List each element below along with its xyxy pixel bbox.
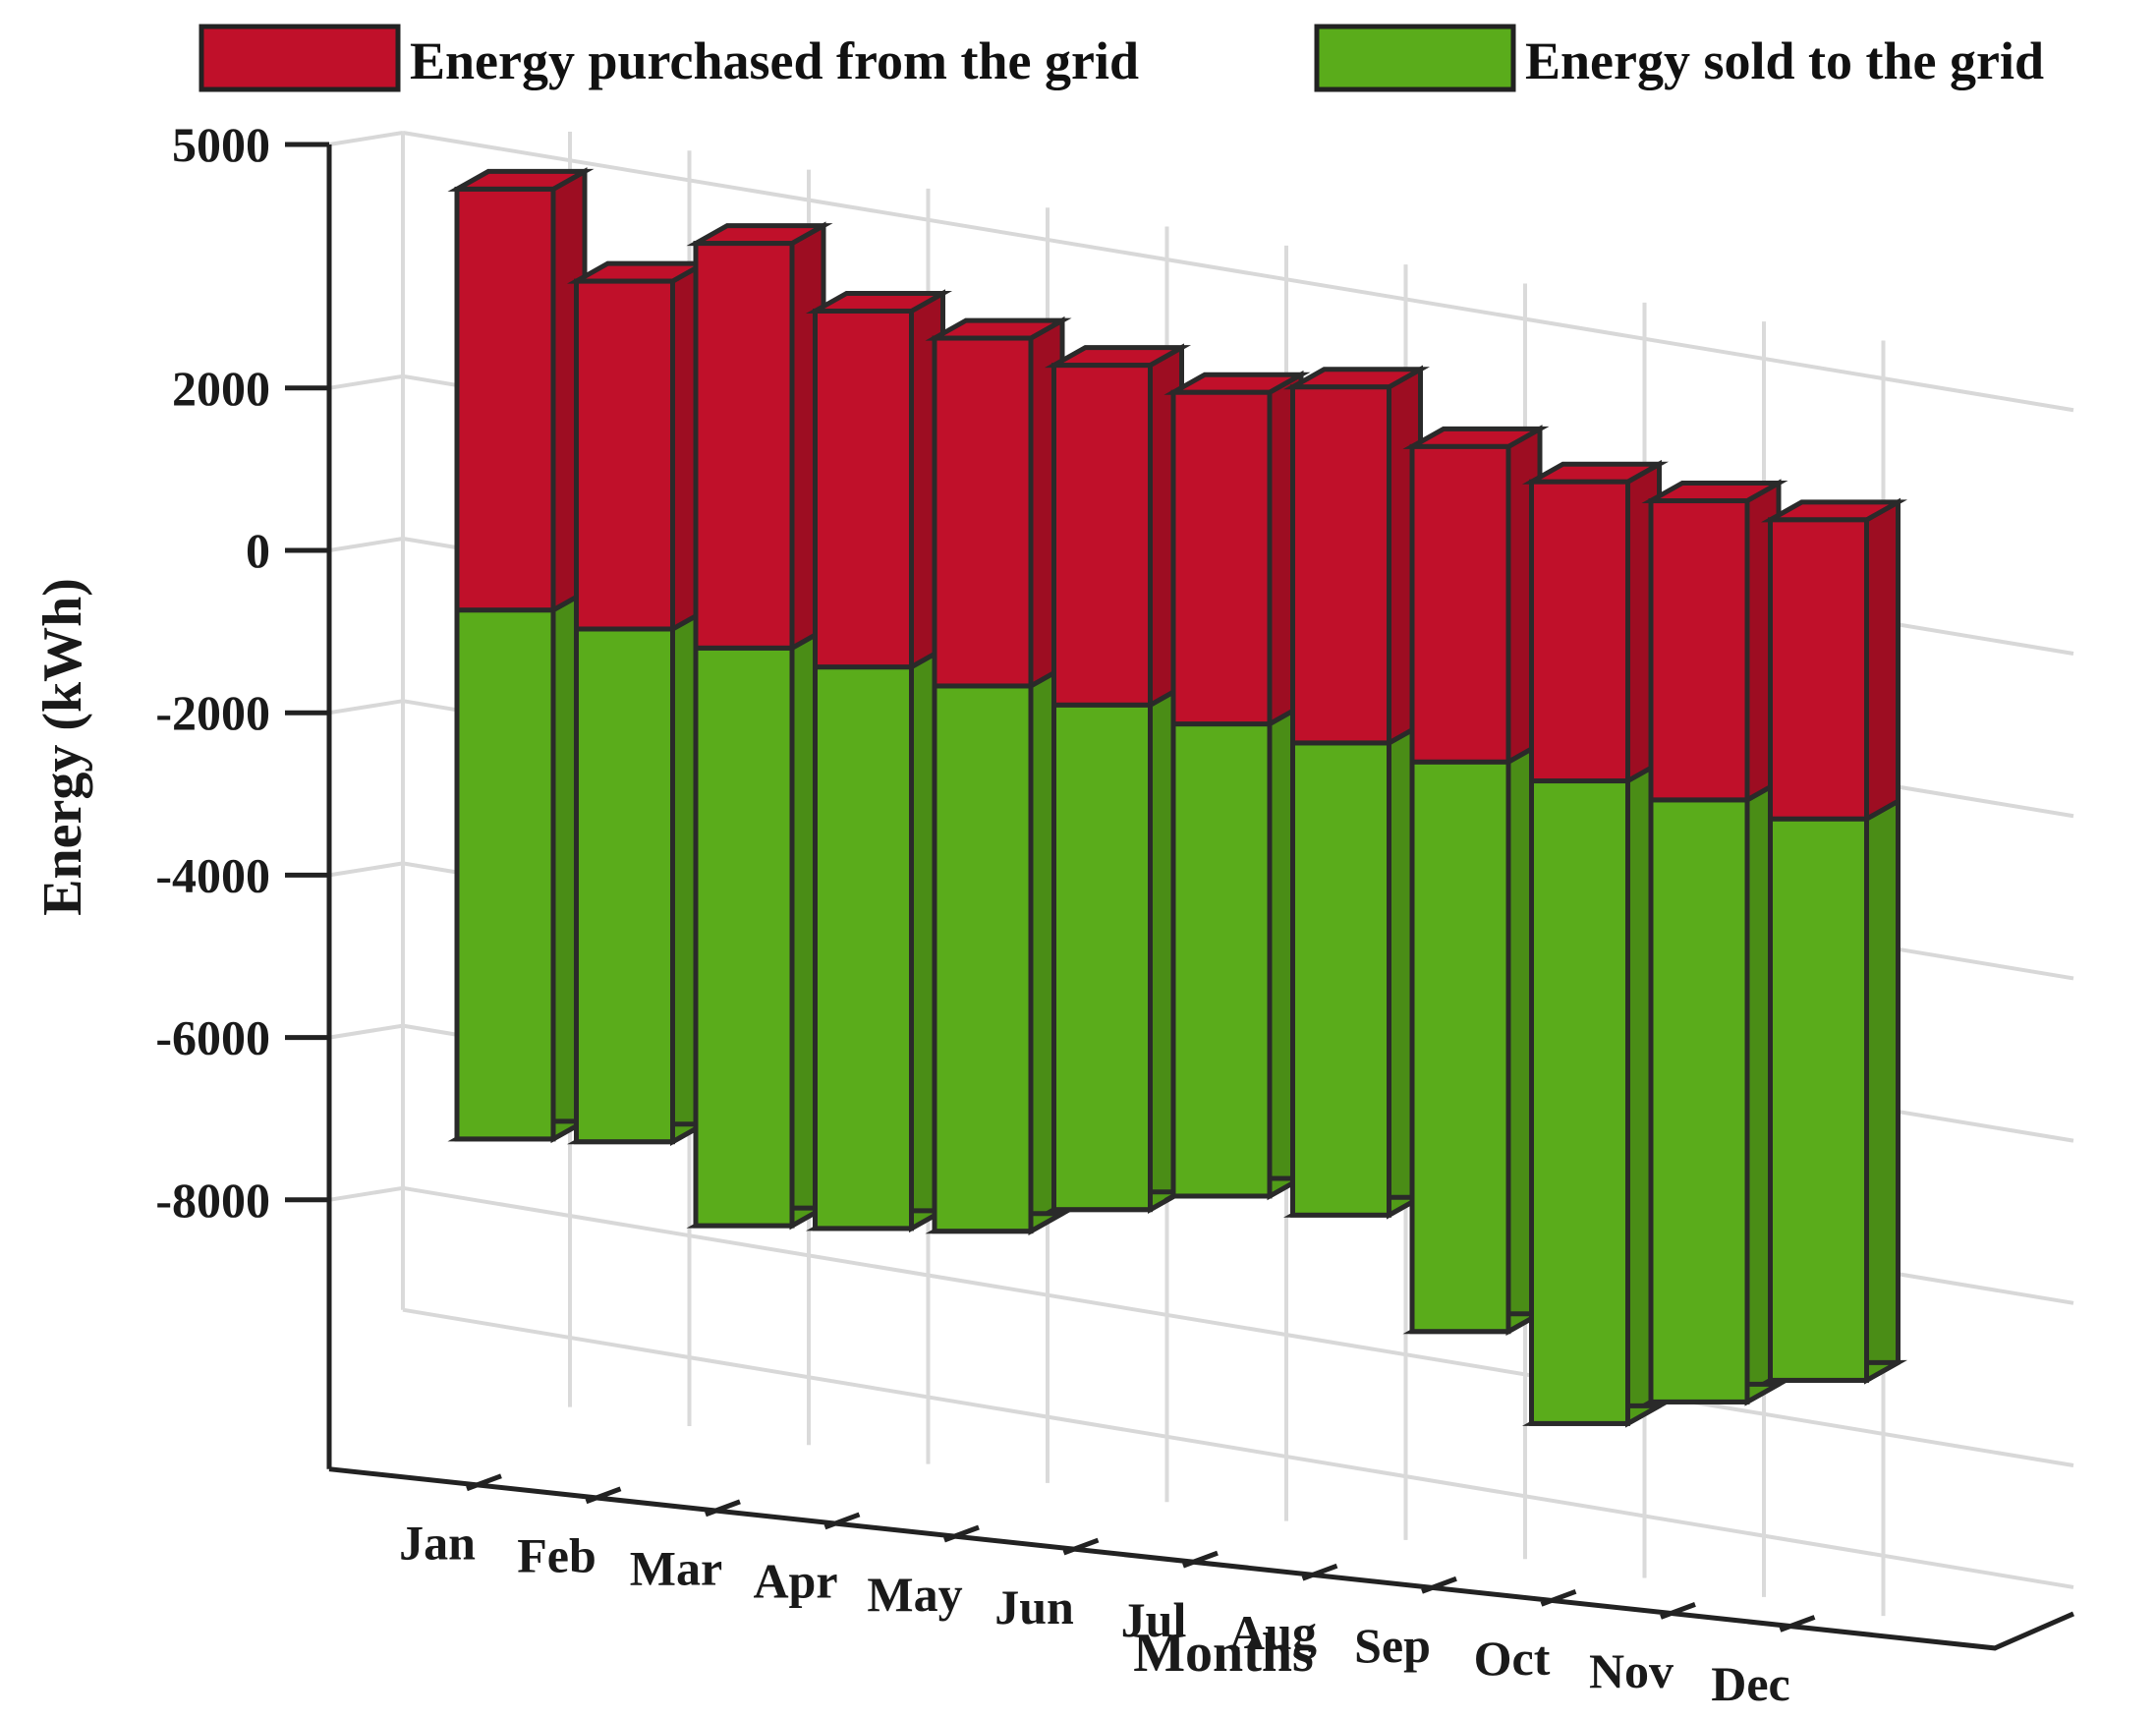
x-tick-label: Mar bbox=[630, 1541, 722, 1596]
x-tick-label: Jun bbox=[994, 1579, 1074, 1634]
x-tick-label: Feb bbox=[517, 1528, 596, 1583]
bar-sold bbox=[1529, 778, 1630, 1426]
bar-group-Jan bbox=[447, 167, 595, 1144]
x-tick bbox=[1182, 1550, 1219, 1569]
bar-sold bbox=[1768, 816, 1869, 1383]
tick-labels: 5000 2000 0 -2000 -4000 -6000 -8000 Jan Feb Mar Ap… bbox=[155, 117, 1789, 1711]
gridline-y bbox=[402, 1185, 2074, 1467]
y-axis-title: Energy (kWh) bbox=[32, 578, 93, 916]
bar-group-Feb bbox=[566, 258, 714, 1146]
bars bbox=[447, 167, 1908, 1428]
x-tick bbox=[1301, 1563, 1338, 1581]
bar-group-Nov bbox=[1641, 479, 1788, 1406]
gridline-depth bbox=[328, 1023, 404, 1040]
bar-sold bbox=[1051, 702, 1153, 1213]
bar-group-Dec bbox=[1760, 497, 1908, 1385]
bar-purchased bbox=[454, 186, 556, 613]
x-tick bbox=[823, 1512, 861, 1530]
bar-purchased bbox=[813, 308, 914, 670]
x-tick-label: Nov bbox=[1589, 1643, 1674, 1698]
x-tick-label: Jul bbox=[1121, 1592, 1187, 1647]
gridline-y bbox=[402, 131, 2074, 413]
bar-sold bbox=[1409, 759, 1511, 1335]
bar-sold bbox=[454, 607, 556, 1142]
x-tick-label: Oct bbox=[1474, 1631, 1551, 1686]
bar-purchased bbox=[1051, 363, 1153, 708]
bar-purchased bbox=[1170, 389, 1273, 727]
x-tick-label: May bbox=[867, 1567, 962, 1622]
x-tick bbox=[585, 1486, 622, 1505]
bar-sold bbox=[574, 626, 675, 1145]
x-tick-label: Aug bbox=[1229, 1605, 1317, 1660]
bar-sold bbox=[813, 664, 914, 1232]
gridline-depth bbox=[328, 699, 404, 716]
bar-group-Apr bbox=[805, 289, 953, 1233]
legend-label-purchased: Energy purchased from the grid bbox=[410, 31, 1139, 90]
bar-group-Jul bbox=[1163, 370, 1311, 1201]
legend-swatch-sold bbox=[1314, 24, 1516, 92]
bar-sold-side bbox=[1864, 796, 1901, 1385]
bar-purchased bbox=[1648, 498, 1750, 803]
y-tick-label: -4000 bbox=[155, 847, 270, 902]
bar-group-Jun bbox=[1044, 343, 1192, 1214]
x-axis-line bbox=[328, 1466, 2075, 1651]
x-tick bbox=[943, 1524, 980, 1543]
bar-group-Aug bbox=[1282, 365, 1431, 1220]
bar-sold bbox=[1170, 721, 1273, 1199]
legend-swatch-purchased bbox=[199, 24, 401, 92]
bar-sold bbox=[932, 683, 1034, 1234]
y-tick-label: 0 bbox=[246, 523, 270, 578]
bar-purchased bbox=[574, 278, 675, 632]
x-tick-label: Jan bbox=[399, 1516, 476, 1571]
bar-sold bbox=[1290, 740, 1391, 1218]
y-tick-label: -8000 bbox=[155, 1173, 270, 1228]
y-tick-label: -6000 bbox=[155, 1010, 270, 1065]
bar-group-Sep bbox=[1402, 425, 1550, 1336]
x-tick-label: Sep bbox=[1354, 1618, 1431, 1673]
bar-sold bbox=[693, 645, 795, 1229]
bar-purchased bbox=[932, 335, 1034, 689]
bar-purchased bbox=[1529, 479, 1630, 784]
x-tick-label: Dec bbox=[1711, 1656, 1790, 1711]
legend-label-sold: Energy sold to the grid bbox=[1525, 31, 2044, 90]
x-tick bbox=[705, 1499, 741, 1518]
x-tick bbox=[1062, 1537, 1100, 1556]
x-tick bbox=[1421, 1576, 1457, 1594]
x-axis-title: Months bbox=[1133, 1623, 1314, 1684]
gridline-depth bbox=[328, 537, 404, 552]
bar-group-May bbox=[925, 315, 1072, 1235]
x-tick-label: Apr bbox=[753, 1554, 837, 1609]
bar-sold bbox=[1648, 797, 1750, 1404]
bar-purchased bbox=[1768, 517, 1869, 822]
x-tick bbox=[1660, 1602, 1696, 1620]
gridline-depth bbox=[328, 861, 404, 878]
legend: Energy purchased from the grid Energy so… bbox=[199, 24, 2044, 92]
bar-group-Oct bbox=[1521, 459, 1670, 1428]
bar-group-Mar bbox=[686, 221, 833, 1231]
x-tick bbox=[466, 1473, 502, 1492]
x-tick bbox=[1779, 1615, 1816, 1633]
bar-purchased-side bbox=[1864, 497, 1901, 824]
y-tick-label: 5000 bbox=[172, 117, 270, 172]
bar-purchased bbox=[693, 241, 795, 651]
bar-purchased bbox=[1290, 384, 1391, 746]
axes bbox=[285, 142, 2075, 1651]
gridline-depth bbox=[328, 1185, 404, 1202]
x-tick bbox=[1540, 1588, 1577, 1607]
bar-purchased bbox=[1409, 443, 1511, 765]
y-tick-label: -2000 bbox=[155, 685, 270, 740]
gridline-depth bbox=[328, 131, 404, 146]
y-tick-label: 2000 bbox=[172, 361, 270, 416]
gridline-floor bbox=[402, 1307, 2074, 1589]
gridline-depth bbox=[328, 373, 404, 390]
